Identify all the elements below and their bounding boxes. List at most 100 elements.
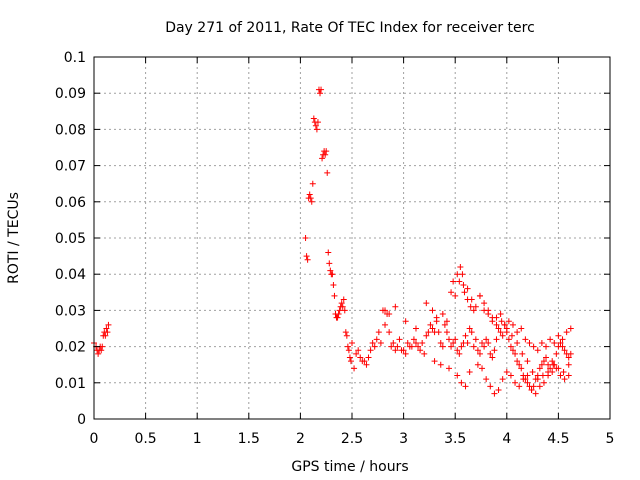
data-point (99, 343, 106, 350)
data-point (545, 368, 552, 375)
data-point (454, 347, 461, 354)
x-tick-label: 3 (399, 431, 408, 447)
data-point (507, 372, 514, 379)
data-point (459, 271, 466, 278)
data-point (534, 376, 541, 383)
data-point (312, 122, 319, 129)
data-point (336, 307, 343, 314)
data-point (448, 289, 455, 296)
data-point (318, 86, 325, 93)
data-point (408, 343, 415, 350)
data-point (512, 350, 519, 357)
y-tick-label: 0.09 (55, 86, 86, 102)
data-point (446, 365, 453, 372)
data-point (330, 282, 337, 289)
data-point (565, 361, 572, 368)
data-point (402, 350, 409, 357)
data-point (392, 303, 399, 310)
data-point (367, 347, 374, 354)
data-point (319, 155, 326, 162)
data-point (308, 198, 315, 205)
data-point (493, 336, 500, 343)
x-tick-label: 0.5 (134, 431, 156, 447)
data-point (357, 354, 364, 361)
data-point (481, 343, 488, 350)
data-point (325, 249, 332, 256)
data-point (324, 169, 331, 176)
data-point (529, 368, 536, 375)
data-point (503, 325, 510, 332)
data-point (396, 336, 403, 343)
data-point (520, 376, 527, 383)
data-point (454, 372, 461, 379)
data-point (361, 358, 368, 365)
x-tick-label: 4.5 (547, 431, 569, 447)
data-point (429, 325, 436, 332)
data-point (547, 336, 554, 343)
data-point (425, 329, 432, 336)
data-point (105, 321, 112, 328)
data-point (466, 368, 473, 375)
data-point (345, 347, 352, 354)
data-point (561, 347, 568, 354)
data-point (340, 296, 347, 303)
data-point (524, 379, 531, 386)
data-point (476, 350, 483, 357)
data-point (382, 321, 389, 328)
data-point (561, 376, 568, 383)
y-tick-label: 0 (77, 412, 86, 428)
data-point (456, 350, 463, 357)
data-point (514, 329, 521, 336)
data-point (355, 347, 362, 354)
data-point (342, 329, 349, 336)
data-point (483, 336, 490, 343)
data-point (526, 339, 533, 346)
data-point (363, 361, 370, 368)
data-point (423, 332, 430, 339)
data-point (443, 318, 450, 325)
data-point (331, 292, 338, 299)
y-tick-label: 0.06 (55, 195, 86, 211)
x-tick-label: 1.5 (238, 431, 260, 447)
data-point (343, 332, 350, 339)
data-point (464, 285, 471, 292)
y-axis-label: ROTI / TECUs (6, 192, 22, 284)
data-point (95, 350, 102, 357)
data-point (472, 303, 479, 310)
data-point (505, 318, 512, 325)
x-tick-label: 3.5 (444, 431, 466, 447)
data-point (306, 191, 313, 198)
data-point (565, 372, 572, 379)
data-point (483, 376, 490, 383)
data-point (555, 365, 562, 372)
data-point (304, 256, 311, 263)
data-point (470, 343, 477, 350)
data-point (489, 314, 496, 321)
data-point (495, 325, 502, 332)
data-point (335, 311, 342, 318)
data-point (427, 321, 434, 328)
grid-lines (94, 57, 610, 419)
data-point (317, 90, 324, 97)
data-point (402, 318, 409, 325)
data-point (497, 329, 504, 336)
data-point (532, 390, 539, 397)
data-point (516, 361, 523, 368)
data-point (485, 307, 492, 314)
data-point (481, 300, 488, 307)
data-point (538, 339, 545, 346)
data-point (329, 271, 336, 278)
data-point (505, 336, 512, 343)
data-point (460, 282, 467, 289)
data-point (487, 383, 494, 390)
data-point (491, 347, 498, 354)
data-point (540, 358, 547, 365)
data-point (491, 390, 498, 397)
data-point (323, 148, 330, 155)
data-point (423, 300, 430, 307)
data-point (412, 325, 419, 332)
y-tick-labels: 0 0.01 0.02 0.03 0.04 0.05 0.06 0.07 0.08 0.09 0.1 (55, 50, 86, 428)
x-tick-label: 2 (296, 431, 305, 447)
data-point (508, 332, 515, 339)
data-point (341, 307, 348, 314)
